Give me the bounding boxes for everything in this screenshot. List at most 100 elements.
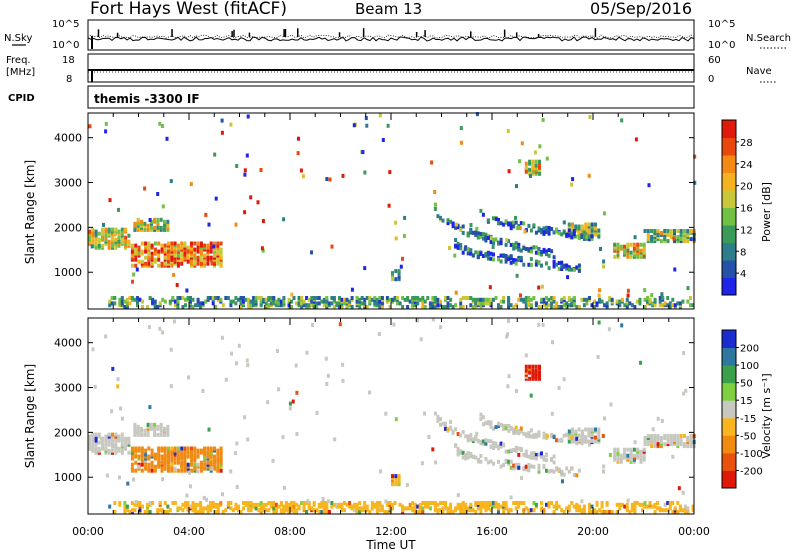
colorbar-segment <box>722 155 736 173</box>
ground-scatter-cell <box>277 504 281 509</box>
arc-cell <box>522 246 526 251</box>
freq-label-1: Freq. <box>6 55 31 66</box>
arc-cell <box>577 268 581 273</box>
scatter-cell <box>391 474 394 479</box>
ground-scatter-cell <box>312 508 316 513</box>
scatter-cell <box>209 446 213 451</box>
scatter-cell <box>206 460 210 465</box>
scatter-cell <box>216 255 220 260</box>
scatter-cell <box>673 239 676 244</box>
ground-scatter-cell <box>416 510 420 514</box>
ground-scatter-cell <box>282 296 286 300</box>
speckle-cell <box>475 226 479 231</box>
x-tick-label: 12:00 <box>375 525 407 538</box>
ground-scatter-cell <box>393 501 397 505</box>
ground-scatter-cell <box>663 301 667 306</box>
arc-cell <box>534 250 538 255</box>
ground-scatter-cell <box>497 303 500 308</box>
arc-cell <box>512 448 516 452</box>
arc-cell <box>542 231 546 236</box>
ground-scatter-cell <box>345 297 349 302</box>
ground-scatter-cell <box>557 305 561 309</box>
y-tick-label: 3000 <box>54 177 82 190</box>
scatter-cell <box>643 436 647 440</box>
colorbar-segment <box>722 435 736 454</box>
scatter-cell <box>97 446 101 451</box>
arc-cell <box>542 226 546 231</box>
ground-scatter-cell <box>580 297 584 302</box>
speckle-cell <box>541 322 545 327</box>
scatter-cell <box>623 447 626 452</box>
scatter-cell <box>130 249 134 254</box>
speckle-cell <box>505 334 509 339</box>
ground-scatter-cell <box>136 303 139 308</box>
ground-scatter-cell <box>673 506 677 511</box>
colorbar-segment <box>722 330 736 349</box>
ground-scatter-cell <box>570 297 574 302</box>
scatter-cell <box>629 447 633 452</box>
ground-scatter-cell <box>552 299 556 304</box>
arc-cell <box>466 451 470 456</box>
scatter-cell <box>203 259 207 264</box>
ground-scatter-cell <box>509 508 513 513</box>
scatter-cell <box>144 249 148 254</box>
ground-scatter-cell <box>686 506 690 511</box>
scatter-cell <box>91 442 95 447</box>
scatter-cell <box>199 460 203 465</box>
scatter-cell <box>173 448 177 453</box>
ground-scatter-cell <box>360 301 364 306</box>
ground-scatter-cell <box>666 508 670 513</box>
ground-scatter-cell <box>163 501 167 505</box>
ground-scatter-cell <box>388 305 392 309</box>
scatter-cell <box>629 250 633 255</box>
speckle-cell <box>132 477 136 482</box>
ground-scatter-cell <box>158 501 162 505</box>
speckle-cell <box>677 486 681 491</box>
ground-scatter-cell <box>375 297 379 302</box>
arc-cell <box>522 262 526 267</box>
scatter-cell <box>534 372 538 377</box>
scatter-cell <box>120 432 124 437</box>
ground-scatter-cell <box>358 501 362 505</box>
arc-cell <box>504 242 508 247</box>
scatter-cell <box>163 227 166 232</box>
scatter-cell <box>183 448 187 453</box>
scatter-cell <box>173 466 177 471</box>
ground-scatter-cell <box>625 502 629 507</box>
ground-scatter-cell <box>216 296 220 300</box>
speckle-cell <box>518 226 522 230</box>
speckle-cell <box>494 217 498 222</box>
nave-label: Nave <box>746 66 772 77</box>
speckle-cell <box>116 377 120 382</box>
scatter-cell <box>150 468 154 473</box>
scatter-cell <box>157 448 161 453</box>
speckle-cell <box>653 438 656 443</box>
arc-cell <box>509 465 513 470</box>
speckle-cell <box>172 319 176 324</box>
arc-cell <box>479 231 483 236</box>
scatter-cell <box>140 259 144 264</box>
ground-scatter-cell <box>204 506 208 511</box>
ground-scatter-cell <box>545 301 548 306</box>
arc-cell <box>492 252 495 257</box>
scatter-cell <box>143 221 147 226</box>
ground-scatter-cell <box>426 501 430 505</box>
ground-scatter-cell <box>514 501 518 505</box>
speckle-cell <box>282 217 286 222</box>
ground-scatter-cell <box>423 504 427 509</box>
arc-cell <box>519 429 523 434</box>
speckle-cell <box>590 438 594 443</box>
speckle-cell <box>297 136 300 141</box>
ground-scatter-cell <box>307 303 311 308</box>
ground-scatter-cell <box>421 510 425 514</box>
scatter-cell <box>524 167 528 172</box>
scatter-cell <box>577 433 581 438</box>
scatter-cell <box>153 452 157 457</box>
nsearch-tick-top: 10^5 <box>708 19 735 30</box>
speckle-cell <box>169 179 173 184</box>
ground-scatter-cell <box>542 303 546 308</box>
scatter-cell <box>686 436 690 440</box>
ground-scatter-cell <box>173 299 177 304</box>
scatter-cell <box>679 442 683 447</box>
speckle-cell <box>188 484 192 489</box>
